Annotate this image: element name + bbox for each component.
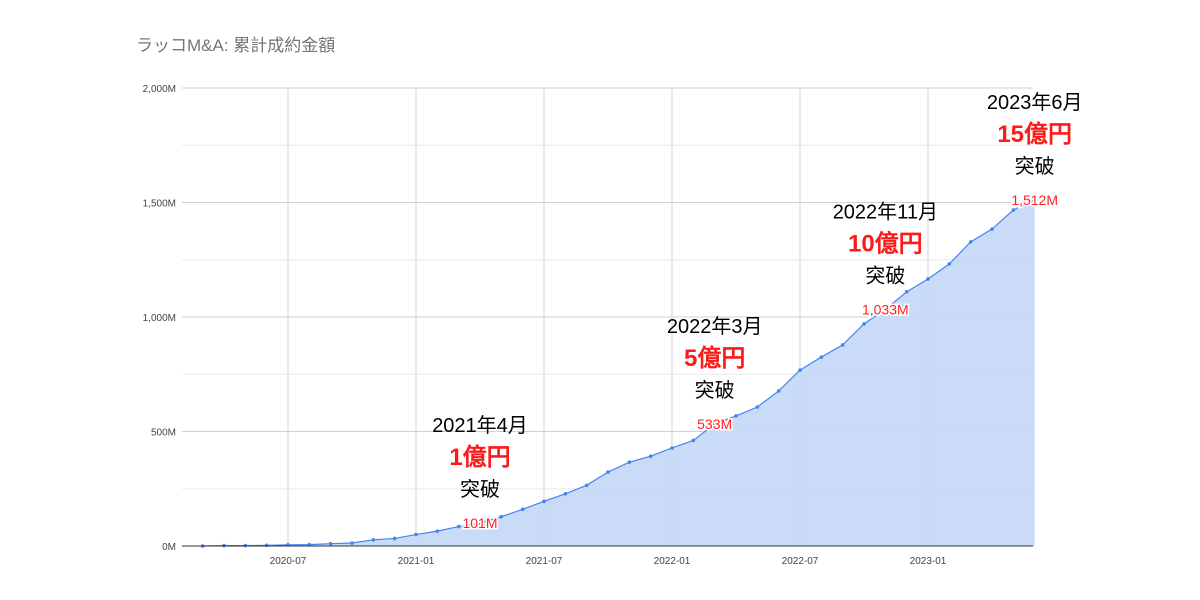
x-tick-label: 2021-01 — [398, 556, 435, 567]
data-point — [456, 524, 461, 529]
data-point — [712, 422, 717, 426]
data-point — [1032, 197, 1037, 202]
y-tick-label: 1,500M — [143, 199, 176, 210]
annotation-date: 2022年11月 — [833, 200, 938, 223]
chart-title: ラッコM&A: 累計成約金額 — [136, 36, 336, 55]
data-point — [264, 543, 269, 548]
annotation-amount: 15億円 — [997, 120, 1072, 148]
annotation-date: 2022年3月 — [667, 315, 763, 338]
annotation-sub: 突破 — [460, 478, 500, 501]
annotation-date: 2021年4月 — [432, 414, 528, 437]
data-label: 101M — [462, 515, 497, 531]
data-point — [499, 514, 504, 519]
data-point — [584, 483, 589, 488]
data-point — [606, 470, 610, 474]
data-point — [1011, 208, 1016, 212]
data-point — [392, 536, 397, 541]
data-point — [371, 538, 376, 542]
data-point — [670, 446, 674, 450]
annotation-sub: 突破 — [695, 379, 735, 402]
data-point — [414, 532, 418, 537]
data-point — [734, 414, 738, 418]
data-label: 1,512M — [1011, 192, 1058, 208]
data-point — [691, 438, 696, 443]
data-point — [947, 262, 952, 266]
y-tick-label: 0M — [162, 542, 176, 553]
data-point — [520, 507, 525, 512]
data-point — [542, 499, 546, 504]
y-tick-label: 500M — [151, 428, 176, 439]
data-point — [328, 541, 333, 546]
annotation-sub: 突破 — [865, 264, 905, 287]
data-point — [755, 405, 760, 409]
data-label: 1,033M — [862, 301, 909, 317]
annotation-sub: 突破 — [1015, 155, 1055, 178]
annotation-date: 2023年6月 — [987, 91, 1083, 114]
area-fill — [202, 199, 1035, 546]
data-point — [883, 307, 888, 312]
data-point — [926, 277, 930, 281]
data-point — [627, 460, 632, 464]
data-point — [840, 343, 845, 347]
annotation-amount: 10億円 — [848, 229, 923, 257]
y-tick-label: 1,000M — [143, 313, 176, 324]
annotation-amount: 5億円 — [684, 344, 745, 372]
data-point — [350, 541, 354, 545]
series-line — [202, 199, 1035, 547]
annotation-amount: 1億円 — [449, 443, 510, 471]
x-tick-label: 2020-07 — [270, 556, 307, 567]
x-tick-label: 2023-01 — [910, 556, 947, 567]
x-tick-label: 2022-07 — [782, 556, 819, 567]
x-tick-label: 2021-07 — [526, 556, 563, 567]
data-point — [478, 521, 482, 525]
data-point — [798, 368, 802, 372]
y-tick-label: 2,000M — [143, 84, 176, 95]
data-label: 533M — [697, 416, 732, 432]
data-point — [990, 227, 994, 231]
data-point — [563, 491, 568, 496]
data-point — [862, 322, 866, 326]
data-point — [904, 290, 909, 294]
data-point — [435, 529, 440, 533]
data-point — [648, 454, 653, 459]
data-point — [968, 240, 973, 244]
data-point — [776, 389, 781, 393]
x-tick-label: 2022-01 — [654, 556, 691, 567]
data-point — [819, 355, 824, 359]
